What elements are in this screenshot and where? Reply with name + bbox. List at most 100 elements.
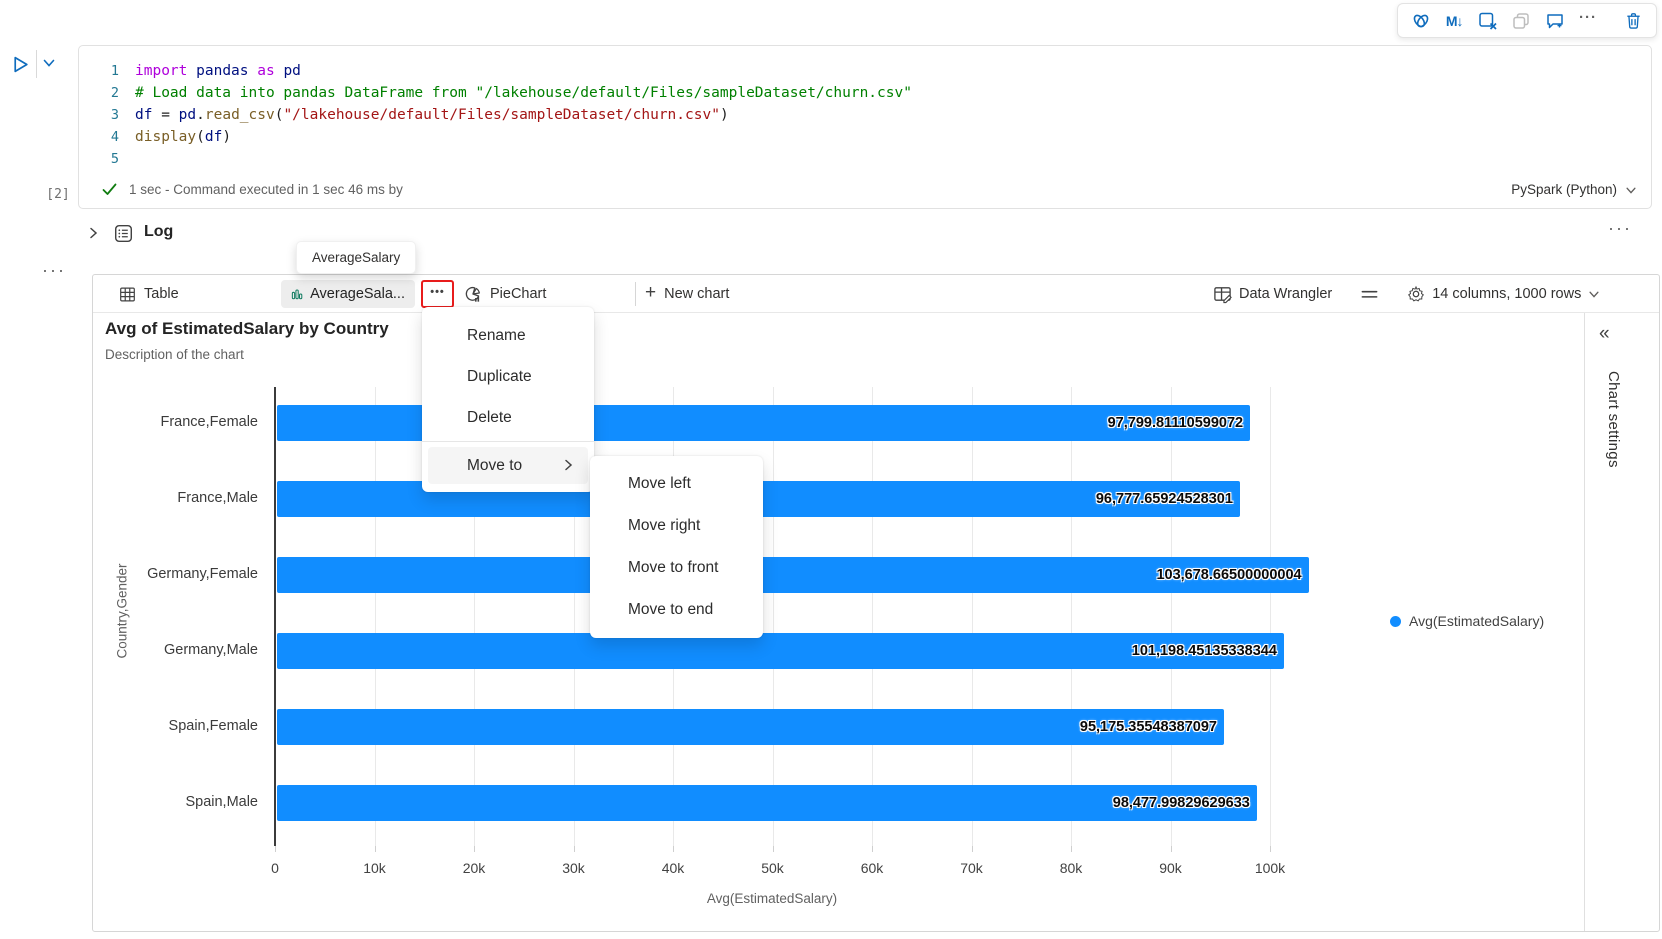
gridline bbox=[1170, 387, 1172, 846]
bar-value-label: 103,678.66500000004 bbox=[1156, 567, 1302, 583]
category-label: Spain,Female bbox=[168, 718, 258, 734]
submenu-item-move-left[interactable]: Move left bbox=[628, 475, 691, 492]
menu-item-duplicate[interactable]: Duplicate bbox=[467, 368, 532, 385]
log-more-options-icon[interactable]: ··· bbox=[1608, 218, 1632, 238]
gridline bbox=[474, 387, 475, 846]
menu-divider bbox=[422, 441, 594, 442]
x-tick-label: 0 bbox=[271, 860, 279, 876]
code-text: df = pd.read_csv("/lakehouse/default/Fil… bbox=[135, 107, 729, 123]
tab-tooltip: AverageSalary bbox=[296, 241, 417, 274]
x-axis-tick bbox=[772, 846, 774, 852]
settings-panel-divider bbox=[1584, 313, 1585, 931]
more-options-icon[interactable]: ··· bbox=[1578, 9, 1597, 26]
bar-spain-female[interactable]: 95,175.35548387097 bbox=[277, 709, 1224, 745]
gridline bbox=[1071, 387, 1072, 846]
tab-average-salary-chart[interactable]: AverageSala... bbox=[281, 280, 415, 308]
tab-tooltip-text: AverageSalary bbox=[312, 250, 401, 265]
code-line: 4 display(df) bbox=[79, 126, 1641, 148]
line-number: 2 bbox=[110, 85, 119, 101]
filter-icon[interactable] bbox=[1360, 285, 1379, 304]
bar-value-label: 97,799.81110599072 bbox=[1107, 415, 1244, 431]
y-axis-title: Country,Gender bbox=[114, 563, 130, 659]
bar-germany-female[interactable]: 103,678.66500000004 bbox=[277, 557, 1309, 593]
category-label: France,Female bbox=[160, 414, 258, 430]
tab-context-menu: Rename Duplicate Delete Move to bbox=[422, 307, 594, 492]
menu-item-move-to-label: Move to bbox=[467, 457, 523, 474]
tab-table[interactable]: Table bbox=[119, 275, 179, 313]
code-line: 1 import pandas as pd bbox=[79, 60, 1641, 82]
chart-settings-tab[interactable]: Chart settings bbox=[1605, 371, 1622, 468]
data-wrangler-button[interactable]: Data Wrangler bbox=[1213, 285, 1332, 304]
x-axis-tick bbox=[673, 846, 674, 852]
gear-icon bbox=[1408, 285, 1425, 302]
context-menu-items: Rename Duplicate Delete bbox=[422, 315, 594, 438]
bar-germany-male[interactable]: 101,198.45135338344 bbox=[277, 633, 1284, 669]
submenu-item-move-right[interactable]: Move right bbox=[628, 517, 701, 534]
code-line: 2 # Load data into pandas DataFrame from … bbox=[79, 82, 1641, 104]
delete-cell-icon[interactable] bbox=[1618, 7, 1649, 35]
bar-spain-male[interactable]: 98,477.99829629633 bbox=[277, 785, 1257, 821]
submenu-item-move-to-front[interactable]: Move to front bbox=[628, 559, 719, 576]
log-section-label: Log bbox=[144, 223, 174, 240]
bar-chart-icon bbox=[291, 289, 303, 300]
category-label: Germany,Female bbox=[147, 566, 258, 582]
expand-settings-icon[interactable]: « bbox=[1599, 323, 1610, 344]
line-number: 4 bbox=[110, 129, 119, 145]
y-axis-line bbox=[274, 387, 276, 846]
tab-new-chart-label: New chart bbox=[664, 286, 730, 302]
success-check-icon bbox=[102, 183, 117, 199]
data-wrangler-label: Data Wrangler bbox=[1239, 286, 1333, 302]
x-tick-label: 40k bbox=[661, 860, 685, 876]
category-label: Germany,Male bbox=[163, 642, 258, 658]
code-text: display(df) bbox=[135, 129, 232, 145]
add-comment-icon[interactable] bbox=[1539, 7, 1570, 35]
run-options-chevron-icon[interactable] bbox=[42, 56, 64, 74]
pie-chart-icon bbox=[465, 286, 480, 302]
output-toolbar-right: Data Wrangler 14 columns, 1000 rows bbox=[1213, 275, 1659, 313]
menu-item-delete[interactable]: Delete bbox=[467, 409, 512, 426]
gridline bbox=[573, 387, 575, 846]
move-to-submenu: Move left Move right Move to front Move to … bbox=[590, 456, 763, 638]
output-tab-bar: Table AverageSala... ••• bbox=[93, 275, 1659, 313]
log-expand-chevron-icon[interactable] bbox=[86, 226, 102, 242]
category-label: France,Male bbox=[177, 490, 258, 506]
clear-output-icon[interactable] bbox=[1472, 7, 1503, 35]
cell-toolbar: M↓ ··· bbox=[1397, 3, 1657, 38]
tab-pie-chart[interactable]: PieChart bbox=[464, 275, 546, 313]
output-more-options-icon[interactable]: ··· bbox=[42, 260, 66, 280]
menu-item-rename[interactable]: Rename bbox=[467, 327, 526, 344]
chart-title: Avg of EstimatedSalary by Country bbox=[105, 319, 389, 338]
code-cell[interactable]: 1 import pandas as pd 2 # Load data into pa… bbox=[78, 45, 1652, 209]
tab-table-label: Table bbox=[144, 286, 179, 302]
kernel-selector[interactable]: PySpark (Python) bbox=[1511, 182, 1637, 197]
x-tick-label: 30k bbox=[562, 860, 585, 876]
markdown-convert-icon[interactable]: M↓ bbox=[1445, 12, 1464, 29]
x-axis-tick bbox=[474, 846, 475, 852]
code-text: import pandas as pd bbox=[135, 63, 301, 79]
gridline bbox=[374, 387, 376, 846]
x-tick-label: 50k bbox=[761, 860, 784, 876]
x-tick-label: 20k bbox=[462, 860, 486, 876]
code-editor[interactable]: 1 import pandas as pd 2 # Load data into pa… bbox=[79, 60, 1641, 170]
x-axis-tick bbox=[1270, 846, 1271, 852]
x-axis-tick bbox=[1170, 846, 1172, 852]
execution-status-text: 1 sec - Command executed in 1 sec 46 ms … bbox=[129, 182, 403, 197]
tab-more-options-button[interactable]: ••• bbox=[421, 280, 454, 308]
x-axis-tick bbox=[872, 846, 873, 852]
table-icon bbox=[120, 287, 135, 301]
columns-rows-dropdown[interactable]: 14 columns, 1000 rows bbox=[1407, 285, 1600, 303]
chevron-down-icon bbox=[1589, 291, 1599, 298]
category-label: Spain,Male bbox=[185, 794, 258, 810]
tab-new-chart-button[interactable]: + New chart bbox=[645, 275, 729, 313]
run-cell-button[interactable] bbox=[6, 50, 34, 78]
x-axis-title: Avg(EstimatedSalary) bbox=[706, 891, 838, 906]
copy-cell-icon[interactable] bbox=[1505, 7, 1536, 35]
submenu-item-move-to-end[interactable]: Move to end bbox=[628, 601, 714, 618]
legend-item[interactable]: Avg(EstimatedSalary) bbox=[1390, 613, 1544, 629]
bar-value-label: 101,198.45135338344 bbox=[1131, 643, 1277, 659]
menu-item-move-to[interactable]: Move to bbox=[428, 447, 588, 484]
copilot-icon[interactable] bbox=[1405, 7, 1436, 35]
x-tick-label: 70k bbox=[960, 860, 983, 876]
code-line: 5 bbox=[79, 148, 1641, 170]
